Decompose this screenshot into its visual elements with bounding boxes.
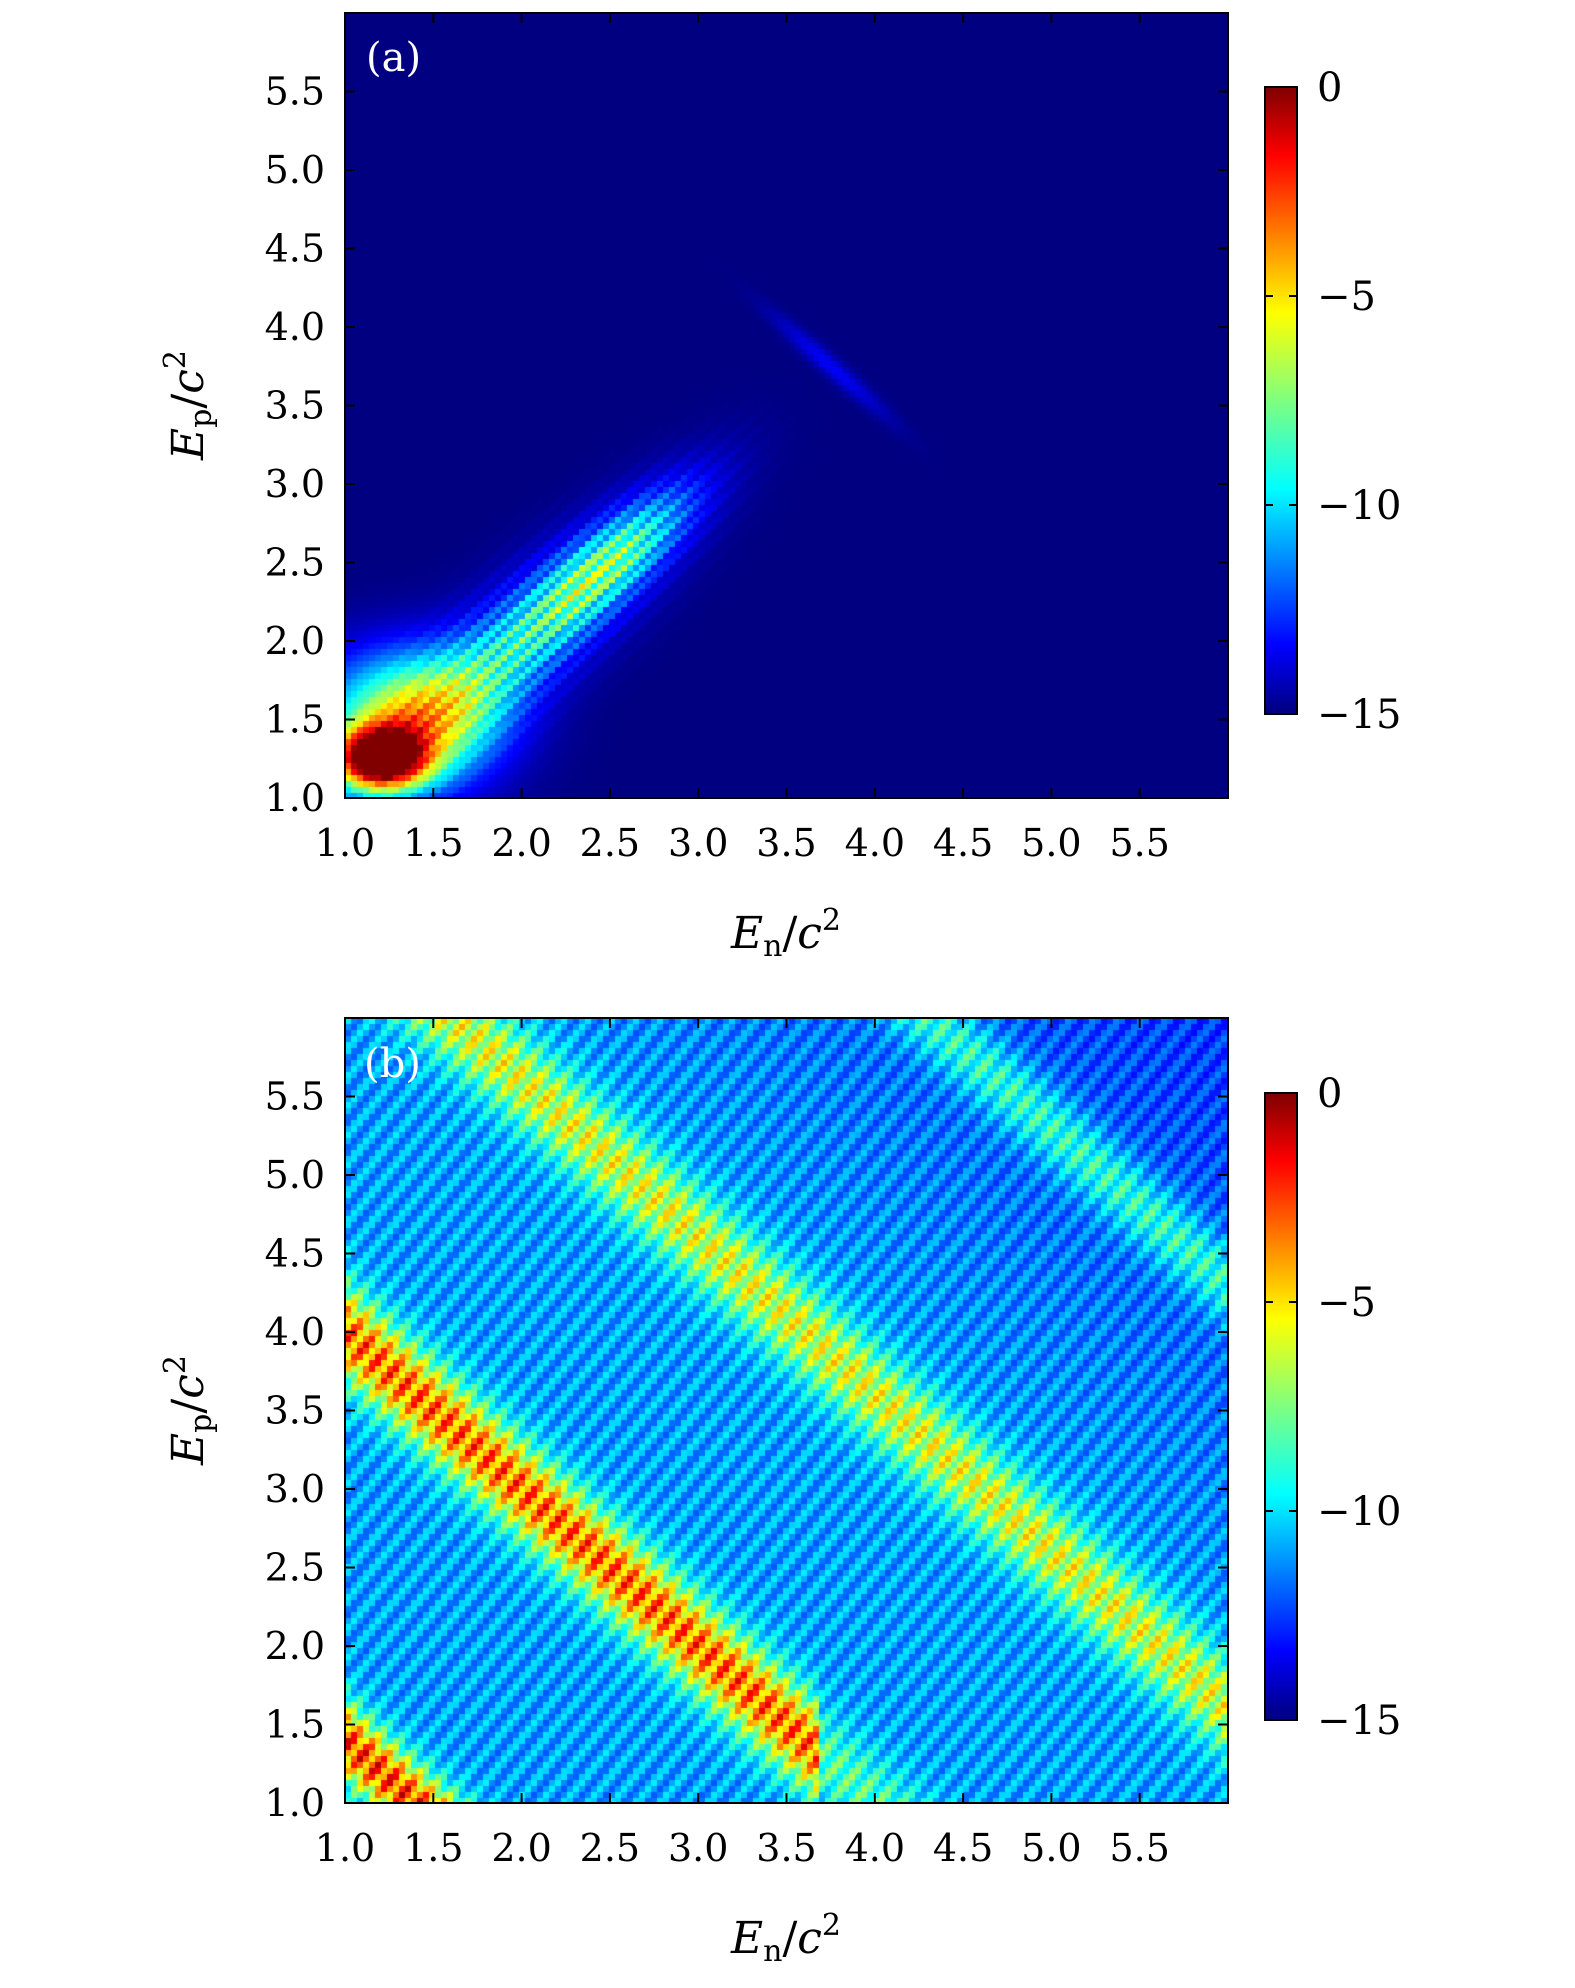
colorbar-b <box>1264 1092 1298 1721</box>
x-ticks-a: 1.0 1.5 2.0 2.5 3.0 3.5 4.0 4.5 5.0 5.5 <box>315 13 1170 865</box>
x-tick-label: 1.0 <box>315 821 375 865</box>
y-tick-label: 3.0 <box>265 1467 325 1511</box>
colorbar-tick-label: −5 <box>1317 274 1376 320</box>
x-tick-label: 4.5 <box>933 821 993 865</box>
y-tick-label: 2.0 <box>265 1624 325 1668</box>
panel-label-b: (b) <box>364 1041 421 1087</box>
y-tick-label: 1.0 <box>265 776 325 820</box>
y-ticks-b: 1.0 1.5 2.0 2.5 3.0 3.5 4.0 4.5 5.0 5.5 <box>265 1075 1228 1825</box>
panel-label-a: (a) <box>366 35 421 81</box>
y-tick-label: 1.0 <box>265 1781 325 1825</box>
y-tick-label: 5.5 <box>265 70 325 114</box>
colorbar-a <box>1264 86 1298 715</box>
y-tick-label: 2.0 <box>265 619 325 663</box>
x-axis-label-a: En/c2 <box>730 903 841 964</box>
y-axis-label-b: Ep/c2 <box>158 1355 219 1466</box>
y-tick-label: 5.0 <box>265 1153 325 1197</box>
colorbar-ticks-a: 0 −5 −10 −15 <box>1265 65 1401 738</box>
panel-b: (b) 1.0 1.5 2.0 2.5 3.0 3.5 4.0 4.5 5.0 5.5 1.01.… <box>158 1017 1401 1969</box>
x-tick-label: 3.5 <box>756 1826 816 1870</box>
x-tick-label: 1.5 <box>403 821 463 865</box>
x-tick-label: 5.5 <box>1109 1826 1169 1870</box>
x-tick-label: 4.0 <box>845 821 905 865</box>
colorbar-tick-label: 0 <box>1317 1071 1342 1117</box>
heatmap-a <box>345 13 1228 798</box>
x-tick-label: 2.5 <box>580 1826 640 1870</box>
y-tick-label: 3.5 <box>265 384 325 428</box>
x-tick-label: 2.5 <box>580 821 640 865</box>
colorbar-tick-label: −5 <box>1317 1280 1376 1326</box>
x-tick-label: 3.0 <box>668 1826 728 1870</box>
colorbar-tick-label: −15 <box>1317 692 1401 738</box>
x-axis-label-b: En/c2 <box>730 1908 841 1969</box>
x-tick-label: 5.0 <box>1021 821 1081 865</box>
x-tick-label: 1.5 <box>403 1826 463 1870</box>
y-tick-label: 4.0 <box>265 305 325 349</box>
y-tick-label: 3.0 <box>265 462 325 506</box>
x-tick-label: 4.5 <box>933 1826 993 1870</box>
y-tick-label: 4.5 <box>265 1232 325 1276</box>
y-tick-label: 1.5 <box>265 698 325 742</box>
y-ticks-a: 1.0 1.5 2.0 2.5 3.0 3.5 4.0 4.5 5.0 5.5 <box>265 70 1228 820</box>
y-tick-label: 3.5 <box>265 1389 325 1433</box>
colorbar-tick-label: −10 <box>1317 483 1401 529</box>
colorbar-ticks-b: 0 −5 −10 −15 <box>1265 1071 1401 1744</box>
x-tick-label: 5.5 <box>1109 821 1169 865</box>
y-tick-label: 2.5 <box>265 1546 325 1590</box>
x-tick-label: 3.0 <box>668 821 728 865</box>
panel-a: (a) 1.0 1.5 2.0 2.5 3.0 3.5 4.0 4.5 5.0 5.5 1.01.… <box>158 12 1401 964</box>
x-tick-label: 3.5 <box>756 821 816 865</box>
y-tick-label: 5.5 <box>265 1075 325 1119</box>
x-tick-label: 1.0 <box>315 1826 375 1870</box>
y-tick-label: 4.0 <box>265 1310 325 1354</box>
x-ticks-b: 1.0 1.5 2.0 2.5 3.0 3.5 4.0 4.5 5.0 5.5 <box>315 1018 1170 1870</box>
x-tick-label: 5.0 <box>1021 1826 1081 1870</box>
heatmap-b <box>345 1018 1228 1803</box>
x-tick-label: 4.0 <box>845 1826 905 1870</box>
colorbar-tick-label: −15 <box>1317 1698 1401 1744</box>
y-tick-label: 1.5 <box>265 1703 325 1747</box>
y-tick-label: 4.5 <box>265 227 325 271</box>
colorbar-tick-label: 0 <box>1317 65 1342 111</box>
x-tick-label: 2.0 <box>491 821 551 865</box>
colorbar-tick-label: −10 <box>1317 1489 1401 1535</box>
y-tick-label: 5.0 <box>265 148 325 192</box>
y-axis-label-a: Ep/c2 <box>158 350 219 461</box>
y-tick-label: 2.5 <box>265 541 325 585</box>
x-tick-label: 2.0 <box>491 1826 551 1870</box>
